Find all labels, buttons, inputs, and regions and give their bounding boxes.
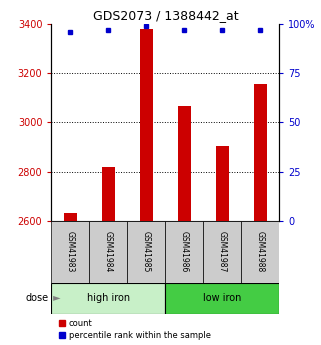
- Bar: [216, 146, 229, 221]
- Text: GSM41984: GSM41984: [104, 231, 113, 273]
- Bar: [89, 221, 127, 283]
- Bar: [102, 167, 115, 221]
- Bar: [254, 85, 267, 221]
- Bar: [64, 214, 77, 221]
- Bar: [51, 221, 89, 283]
- Bar: [165, 221, 203, 283]
- Text: GSM41987: GSM41987: [218, 231, 227, 273]
- Bar: [51, 283, 165, 314]
- Text: ►: ►: [50, 294, 60, 303]
- Text: high iron: high iron: [87, 294, 130, 303]
- Text: GSM41985: GSM41985: [142, 231, 151, 273]
- Text: low iron: low iron: [203, 294, 241, 303]
- Text: GSM41986: GSM41986: [180, 231, 189, 273]
- Legend: count, percentile rank within the sample: count, percentile rank within the sample: [56, 316, 214, 343]
- Bar: [127, 221, 165, 283]
- Bar: [203, 221, 241, 283]
- Text: GSM41988: GSM41988: [256, 231, 265, 273]
- Bar: [178, 107, 191, 221]
- Bar: [241, 221, 279, 283]
- Title: GDS2073 / 1388442_at: GDS2073 / 1388442_at: [92, 9, 238, 22]
- Text: GSM41983: GSM41983: [66, 231, 75, 273]
- Bar: [165, 283, 279, 314]
- Text: dose: dose: [25, 294, 48, 303]
- Bar: [140, 29, 153, 221]
